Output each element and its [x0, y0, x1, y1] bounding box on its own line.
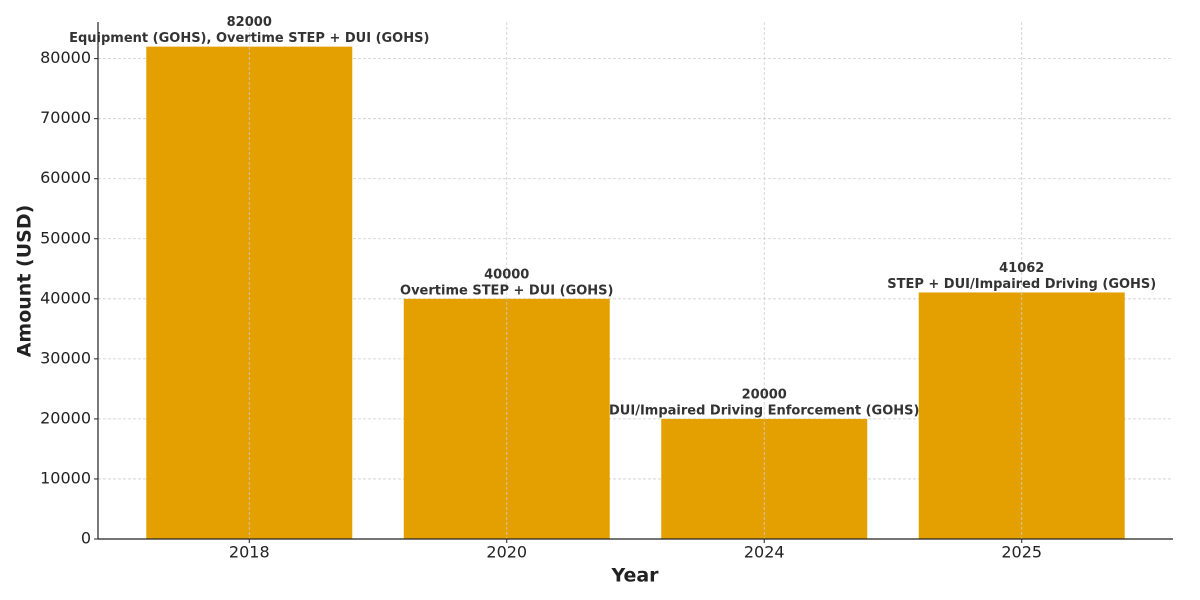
y-axis-label: Amount (USD) — [14, 205, 36, 358]
value-label: 41062 — [999, 261, 1044, 276]
y-tick-label: 40000 — [40, 288, 91, 307]
y-tick-label: 20000 — [40, 408, 91, 427]
y-tick-label: 70000 — [40, 108, 91, 127]
annotation: DUI/Impaired Driving Enforcement (GOHS) — [609, 403, 919, 418]
y-tick-label: 80000 — [40, 48, 91, 67]
y-tick-label: 60000 — [40, 168, 91, 187]
x-tick-label: 2018 — [229, 543, 270, 562]
value-label: 82000 — [227, 15, 272, 30]
x-tick-label: 2024 — [744, 543, 785, 562]
y-tick-label: 10000 — [40, 468, 91, 487]
value-label: 40000 — [484, 267, 529, 282]
y-tick-label: 30000 — [40, 348, 91, 367]
x-tick-label: 2025 — [1001, 543, 1042, 562]
y-tick-label: 0 — [81, 529, 91, 548]
annotation: STEP + DUI/Impaired Driving (GOHS) — [887, 277, 1156, 292]
y-tick-label: 50000 — [40, 228, 91, 247]
x-axis-label: Year — [610, 565, 659, 587]
annotation: Overtime STEP + DUI (GOHS) — [400, 283, 613, 298]
x-tick-label: 2020 — [486, 543, 527, 562]
value-label: 20000 — [742, 387, 787, 402]
annotation: Equipment (GOHS), Overtime STEP + DUI (G… — [69, 31, 429, 46]
